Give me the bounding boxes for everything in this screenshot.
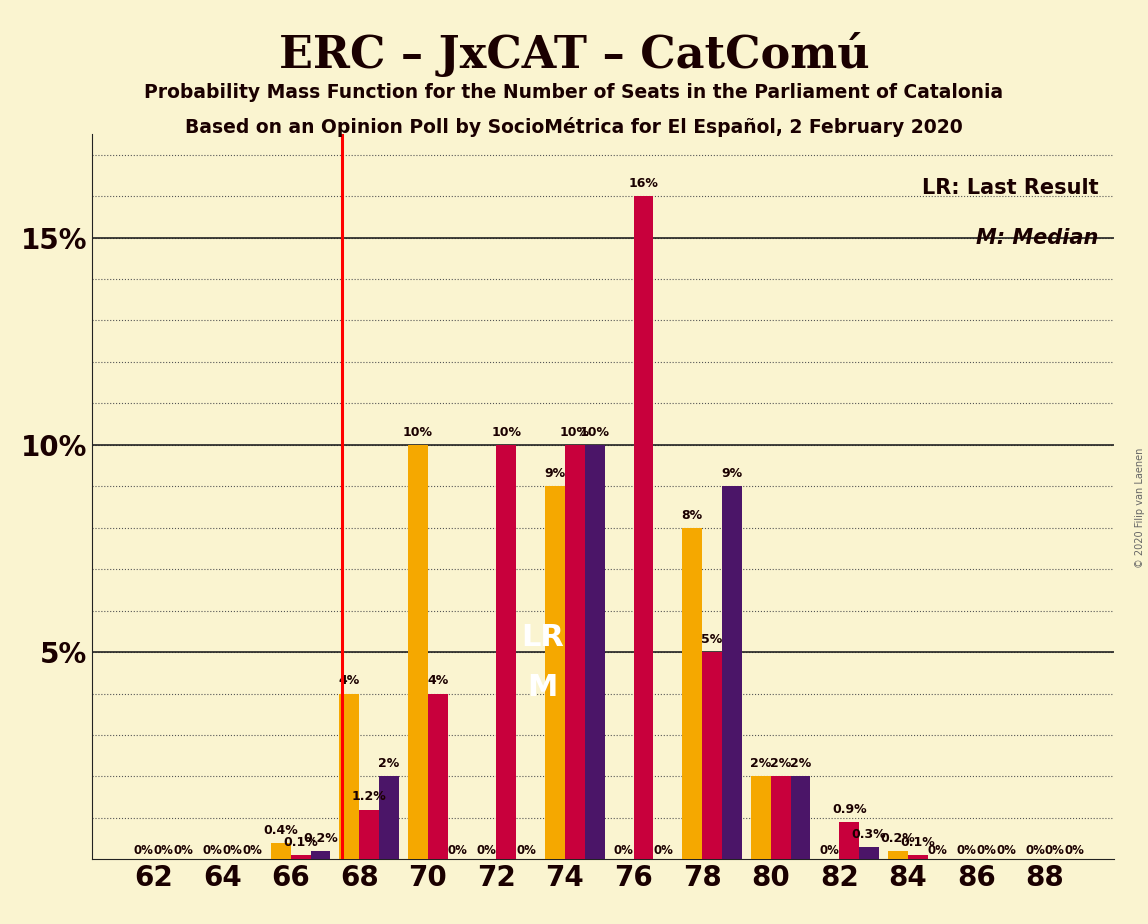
Text: M: M xyxy=(528,673,558,702)
Text: 9%: 9% xyxy=(721,467,743,480)
Text: 0%: 0% xyxy=(996,845,1016,857)
Text: 5%: 5% xyxy=(701,633,723,646)
Text: 2%: 2% xyxy=(750,757,771,771)
Text: 0.2%: 0.2% xyxy=(303,832,338,845)
Text: 0%: 0% xyxy=(202,845,222,857)
Text: 0.1%: 0.1% xyxy=(284,836,318,849)
Bar xyxy=(584,444,605,859)
Text: Based on an Opinion Poll by SocioMétrica for El Español, 2 February 2020: Based on an Opinion Poll by SocioMétrica… xyxy=(185,117,963,138)
Text: 2%: 2% xyxy=(790,757,812,771)
Text: 10%: 10% xyxy=(560,426,590,439)
Text: 0%: 0% xyxy=(154,845,173,857)
Text: 0.4%: 0.4% xyxy=(263,823,298,836)
Bar xyxy=(408,444,428,859)
Bar xyxy=(634,196,653,859)
Text: 0%: 0% xyxy=(1065,845,1085,857)
Bar xyxy=(859,847,879,859)
Text: ERC – JxCAT – CatComú: ERC – JxCAT – CatComú xyxy=(279,32,869,78)
Bar xyxy=(311,851,331,859)
Text: 4%: 4% xyxy=(339,675,360,687)
Bar xyxy=(428,694,448,859)
Text: 0.2%: 0.2% xyxy=(881,832,915,845)
Text: 0%: 0% xyxy=(173,845,193,857)
Bar xyxy=(290,856,311,859)
Text: 9%: 9% xyxy=(544,467,566,480)
Bar xyxy=(359,809,379,859)
Text: 0%: 0% xyxy=(1045,845,1065,857)
Bar xyxy=(379,776,400,859)
Text: 0%: 0% xyxy=(977,845,996,857)
Text: 0.1%: 0.1% xyxy=(900,836,936,849)
Text: 0.3%: 0.3% xyxy=(852,828,886,841)
Text: 0.9%: 0.9% xyxy=(832,803,867,816)
Text: 10%: 10% xyxy=(580,426,610,439)
Text: 0%: 0% xyxy=(448,845,467,857)
Text: 2%: 2% xyxy=(770,757,791,771)
Text: © 2020 Filip van Laenen: © 2020 Filip van Laenen xyxy=(1135,448,1145,568)
Text: 16%: 16% xyxy=(629,176,659,190)
Text: 0%: 0% xyxy=(820,845,839,857)
Bar xyxy=(908,856,928,859)
Text: 8%: 8% xyxy=(682,508,703,521)
Bar xyxy=(722,486,742,859)
Bar xyxy=(565,444,584,859)
Text: 10%: 10% xyxy=(491,426,521,439)
Bar xyxy=(770,776,791,859)
Text: 0%: 0% xyxy=(517,845,536,857)
Text: 10%: 10% xyxy=(403,426,433,439)
Text: M: Median: M: Median xyxy=(976,228,1099,249)
Bar xyxy=(839,822,859,859)
Text: 0%: 0% xyxy=(476,845,496,857)
Bar xyxy=(703,652,722,859)
Text: LR: LR xyxy=(521,623,564,652)
Text: Probability Mass Function for the Number of Seats in the Parliament of Catalonia: Probability Mass Function for the Number… xyxy=(145,83,1003,103)
Text: 0%: 0% xyxy=(928,845,947,857)
Text: 0%: 0% xyxy=(242,845,262,857)
Bar xyxy=(496,444,517,859)
Text: 2%: 2% xyxy=(379,757,400,771)
Bar xyxy=(271,843,290,859)
Bar xyxy=(887,851,908,859)
Text: 0%: 0% xyxy=(1025,845,1045,857)
Bar xyxy=(545,486,565,859)
Text: LR: Last Result: LR: Last Result xyxy=(922,177,1099,198)
Text: 0%: 0% xyxy=(956,845,977,857)
Bar xyxy=(751,776,770,859)
Text: 4%: 4% xyxy=(427,675,449,687)
Bar xyxy=(791,776,810,859)
Text: 0%: 0% xyxy=(653,845,674,857)
Bar xyxy=(682,528,703,859)
Text: 0%: 0% xyxy=(133,845,154,857)
Bar xyxy=(340,694,359,859)
Text: 0%: 0% xyxy=(614,845,634,857)
Text: 0%: 0% xyxy=(222,845,242,857)
Text: 1.2%: 1.2% xyxy=(351,790,387,803)
